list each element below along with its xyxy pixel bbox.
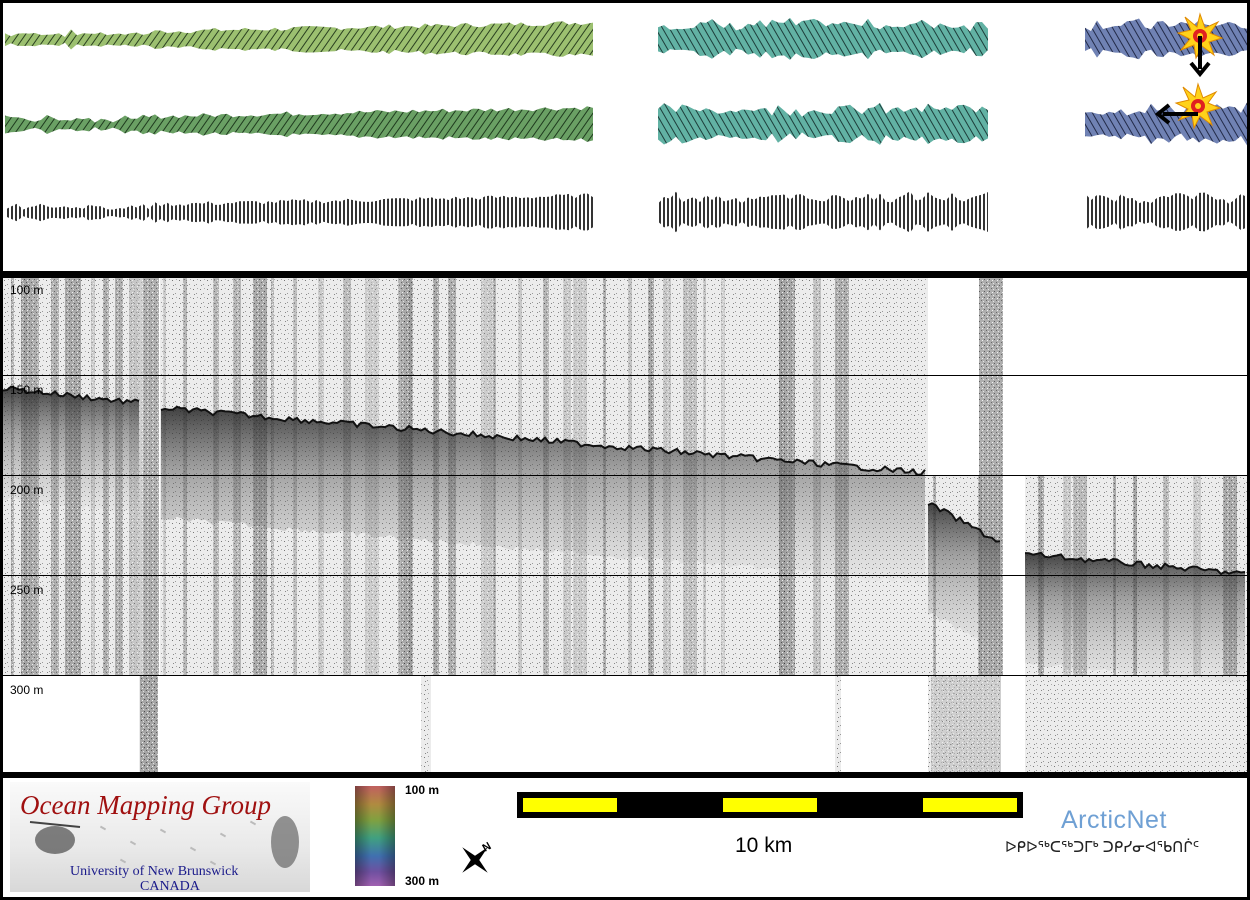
- ocean-mapping-group-logo: Ocean Mapping Group University of New Br…: [10, 782, 310, 892]
- sun-burst-icon: [1174, 82, 1222, 130]
- swath-strips: [5, 12, 1247, 233]
- colorbar-bottom-label: 300 m: [405, 874, 440, 888]
- depth-profile-panel: 100 m 150 m 200 m 250 m 300 m: [3, 278, 1247, 772]
- seafloor-echo: [3, 386, 139, 514]
- depth-label-100: 100 m: [10, 283, 44, 297]
- seafloor-line: [927, 502, 1001, 543]
- swath-strip: [658, 191, 988, 233]
- echo-stripe: [140, 675, 158, 772]
- legend-panel: Ocean Mapping Group University of New Br…: [3, 778, 1247, 897]
- logo-title: Ocean Mapping Group: [20, 790, 271, 820]
- swath-panel: [3, 3, 1247, 271]
- echo-stripe: [143, 278, 159, 675]
- echo-stripe: [931, 675, 1001, 772]
- depth-gridline: [3, 575, 1247, 576]
- north-arrow-icon: N: [462, 840, 493, 873]
- depth-label-300: 300 m: [10, 683, 44, 697]
- seafloor-echo: [928, 503, 1000, 652]
- depth-label-150: 150 m: [10, 383, 44, 397]
- arrow-down-icon: [1189, 36, 1211, 78]
- colorbar-top-label: 100 m: [405, 783, 440, 797]
- depth-gridline: [3, 375, 1247, 376]
- depth-gridline: [3, 475, 1247, 476]
- echogram: [3, 278, 1247, 772]
- seafloor-line: [3, 385, 140, 406]
- swath-strip: [1085, 18, 1247, 60]
- seafloor-backdrop-icon: [29, 816, 299, 868]
- logo-university: University of New Brunswick: [70, 864, 239, 879]
- swath-strip: [1085, 192, 1247, 232]
- swath-strip: [5, 21, 593, 57]
- scale-segment: [523, 798, 617, 812]
- seafloor-line: [1024, 551, 1246, 576]
- depth-label-250: 250 m: [10, 583, 44, 597]
- arrow-left-icon: [1154, 103, 1198, 125]
- logo-country: CANADA: [140, 879, 200, 892]
- swath-strip: [5, 106, 593, 142]
- scale-bar: [517, 792, 1023, 818]
- swath-strip: [658, 102, 988, 145]
- echo-block: [421, 675, 431, 772]
- arcticnet-inuktitut: ᐅᑭᐅᖅᑕᖅᑐᒥᒃ ᑐᑭᓯᓂᐊᖃᑎᒌᑦ: [1005, 839, 1200, 856]
- swath-strip: [5, 193, 593, 231]
- scale-segment: [923, 798, 1017, 812]
- arcticnet-logo: ArcticNet: [1061, 806, 1167, 834]
- depth-label-200: 200 m: [10, 483, 44, 497]
- seafloor-echo: [1025, 552, 1245, 685]
- seafloor-line: [160, 405, 926, 476]
- depth-colorbar: [355, 786, 395, 886]
- seafloor-echo: [161, 406, 925, 585]
- scale-label: 10 km: [735, 834, 793, 857]
- depth-gridline: [3, 675, 1247, 676]
- scale-segment: [723, 798, 817, 812]
- swath-strip: [658, 17, 988, 60]
- echo-block: [835, 675, 841, 772]
